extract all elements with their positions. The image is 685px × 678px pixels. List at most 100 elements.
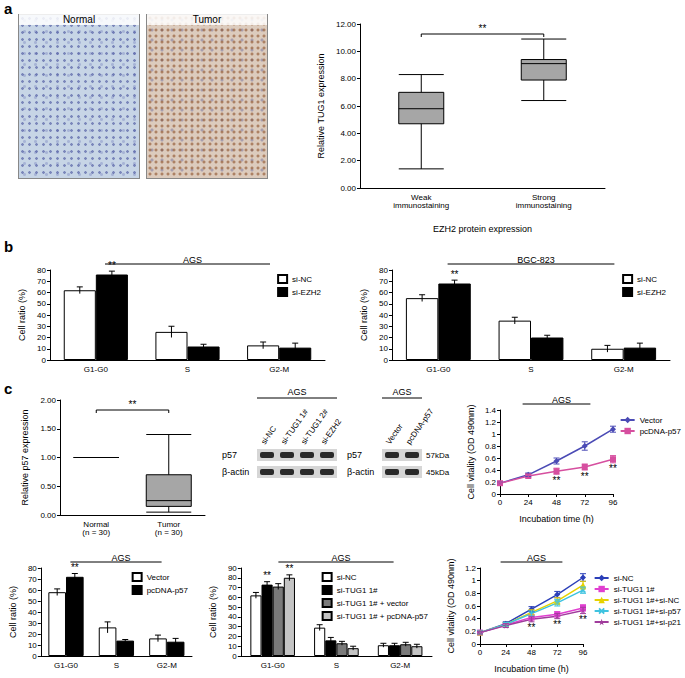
svg-text:60: 60 <box>379 288 388 297</box>
svg-text:si-NC: si-NC <box>292 275 312 284</box>
svg-text:(n = 30): (n = 30) <box>155 528 183 537</box>
svg-text:10: 10 <box>37 344 46 353</box>
svg-text:G2-M: G2-M <box>390 661 410 670</box>
svg-text:24: 24 <box>524 498 533 507</box>
svg-text:**: ** <box>71 562 79 573</box>
svg-text:AGS: AGS <box>111 553 130 563</box>
svg-text:30: 30 <box>228 622 237 631</box>
svg-text:45kDa: 45kDa <box>426 468 450 477</box>
svg-text:60: 60 <box>28 586 37 595</box>
svg-text:Relative TUG1 expression: Relative TUG1 expression <box>316 54 326 159</box>
svg-text:24: 24 <box>501 648 510 657</box>
svg-text:**: ** <box>581 471 589 482</box>
svg-text:si-TUG1 1# + vector: si-TUG1 1# + vector <box>337 599 409 608</box>
svg-text:(n = 30): (n = 30) <box>82 528 110 537</box>
svg-text:AGS: AGS <box>392 387 411 397</box>
svg-text:**: ** <box>528 622 536 633</box>
svg-text:**: ** <box>108 260 116 271</box>
svg-text:**: ** <box>263 570 271 581</box>
svg-text:pcDNA-p57: pcDNA-p57 <box>404 407 435 446</box>
svg-text:G1-G0: G1-G0 <box>426 365 451 374</box>
svg-text:**: ** <box>553 619 561 630</box>
svg-text:AGS: AGS <box>183 255 202 265</box>
svg-text:48: 48 <box>527 648 536 657</box>
svg-text:0.6: 0.6 <box>465 602 477 611</box>
svg-text:30: 30 <box>28 619 37 628</box>
svg-text:0.50: 0.50 <box>40 482 56 491</box>
svg-text:G1-G0: G1-G0 <box>261 661 286 670</box>
svg-text:40: 40 <box>28 608 37 617</box>
svg-text:8.00: 8.00 <box>340 74 356 83</box>
svg-text:**: ** <box>609 463 617 474</box>
svg-text:20: 20 <box>28 630 37 639</box>
svg-text:80: 80 <box>28 564 37 573</box>
svg-text:S: S <box>334 661 339 670</box>
svg-text:96: 96 <box>609 498 618 507</box>
svg-text:1.4: 1.4 <box>485 406 497 415</box>
svg-text:S: S <box>528 365 533 374</box>
svg-text:si-TUG1 1#: si-TUG1 1# <box>337 586 378 595</box>
svg-text:0: 0 <box>42 356 47 365</box>
svg-text:80: 80 <box>379 266 388 275</box>
svg-text:80: 80 <box>228 573 237 582</box>
svg-text:**: ** <box>451 269 459 280</box>
svg-text:Vector: Vector <box>147 573 170 582</box>
svg-text:0.4: 0.4 <box>485 466 497 475</box>
svg-text:1.00: 1.00 <box>40 453 56 462</box>
svg-text:Cell ratio (%): Cell ratio (%) <box>8 586 18 638</box>
svg-text:0.8: 0.8 <box>465 589 477 598</box>
svg-text:si-NC: si-NC <box>637 275 657 284</box>
svg-text:1.50: 1.50 <box>40 424 56 433</box>
svg-text:β-actin: β-actin <box>222 467 249 477</box>
svg-text:0.4: 0.4 <box>465 614 477 623</box>
svg-text:10: 10 <box>379 344 388 353</box>
svg-text:**: ** <box>579 614 587 625</box>
svg-text:12.00: 12.00 <box>336 20 357 29</box>
svg-text:si-TUG1 1# + pcDNA-p57: si-TUG1 1# + pcDNA-p57 <box>337 612 429 621</box>
svg-text:0.6: 0.6 <box>485 454 497 463</box>
svg-text:si-TUG1 1#+si-p21: si-TUG1 1#+si-p21 <box>614 618 682 627</box>
svg-text:1.2: 1.2 <box>485 418 497 427</box>
svg-text:Incubation time (h): Incubation time (h) <box>519 514 594 524</box>
svg-text:6.00: 6.00 <box>340 102 356 111</box>
svg-text:30: 30 <box>37 322 46 331</box>
svg-text:2.00: 2.00 <box>40 396 56 405</box>
svg-text:BGC-823: BGC-823 <box>517 255 555 265</box>
svg-text:40: 40 <box>379 311 388 320</box>
svg-text:0: 0 <box>498 498 503 507</box>
svg-text:pcDNA-p57: pcDNA-p57 <box>147 586 189 595</box>
svg-text:30: 30 <box>379 322 388 331</box>
svg-text:p57: p57 <box>222 450 237 460</box>
svg-text:pcDNA-p57: pcDNA-p57 <box>640 427 682 436</box>
svg-text:si-EZH2: si-EZH2 <box>292 288 321 297</box>
svg-text:0.2: 0.2 <box>485 478 497 487</box>
svg-text:**: ** <box>479 23 487 34</box>
svg-text:50: 50 <box>228 603 237 612</box>
svg-text:AGS: AGS <box>287 387 306 397</box>
svg-text:si-NC: si-NC <box>259 424 278 446</box>
svg-text:70: 70 <box>37 277 46 286</box>
svg-text:Vector: Vector <box>384 422 405 446</box>
svg-text:80: 80 <box>37 266 46 275</box>
svg-text:4.00: 4.00 <box>340 129 356 138</box>
svg-text:S: S <box>114 661 119 670</box>
svg-text:β-actin: β-actin <box>347 467 374 477</box>
svg-text:70: 70 <box>228 583 237 592</box>
svg-text:G1-G0: G1-G0 <box>84 365 109 374</box>
svg-text:**: ** <box>129 399 137 410</box>
svg-text:0: 0 <box>478 648 483 657</box>
svg-text:10.00: 10.00 <box>336 47 357 56</box>
svg-text:70: 70 <box>28 575 37 584</box>
svg-text:40: 40 <box>228 612 237 621</box>
svg-text:AGS: AGS <box>527 553 546 563</box>
svg-text:Incubation time (h): Incubation time (h) <box>494 664 569 674</box>
svg-text:57kDa: 57kDa <box>426 451 450 460</box>
svg-text:40: 40 <box>37 311 46 320</box>
svg-text:1.2: 1.2 <box>465 564 477 573</box>
svg-text:20: 20 <box>37 333 46 342</box>
svg-text:AGS: AGS <box>552 395 571 405</box>
svg-text:Relative p57 expression: Relative p57 expression <box>20 409 30 505</box>
svg-text:0: 0 <box>472 640 477 649</box>
svg-text:90: 90 <box>228 564 237 573</box>
svg-text:10: 10 <box>228 642 237 651</box>
